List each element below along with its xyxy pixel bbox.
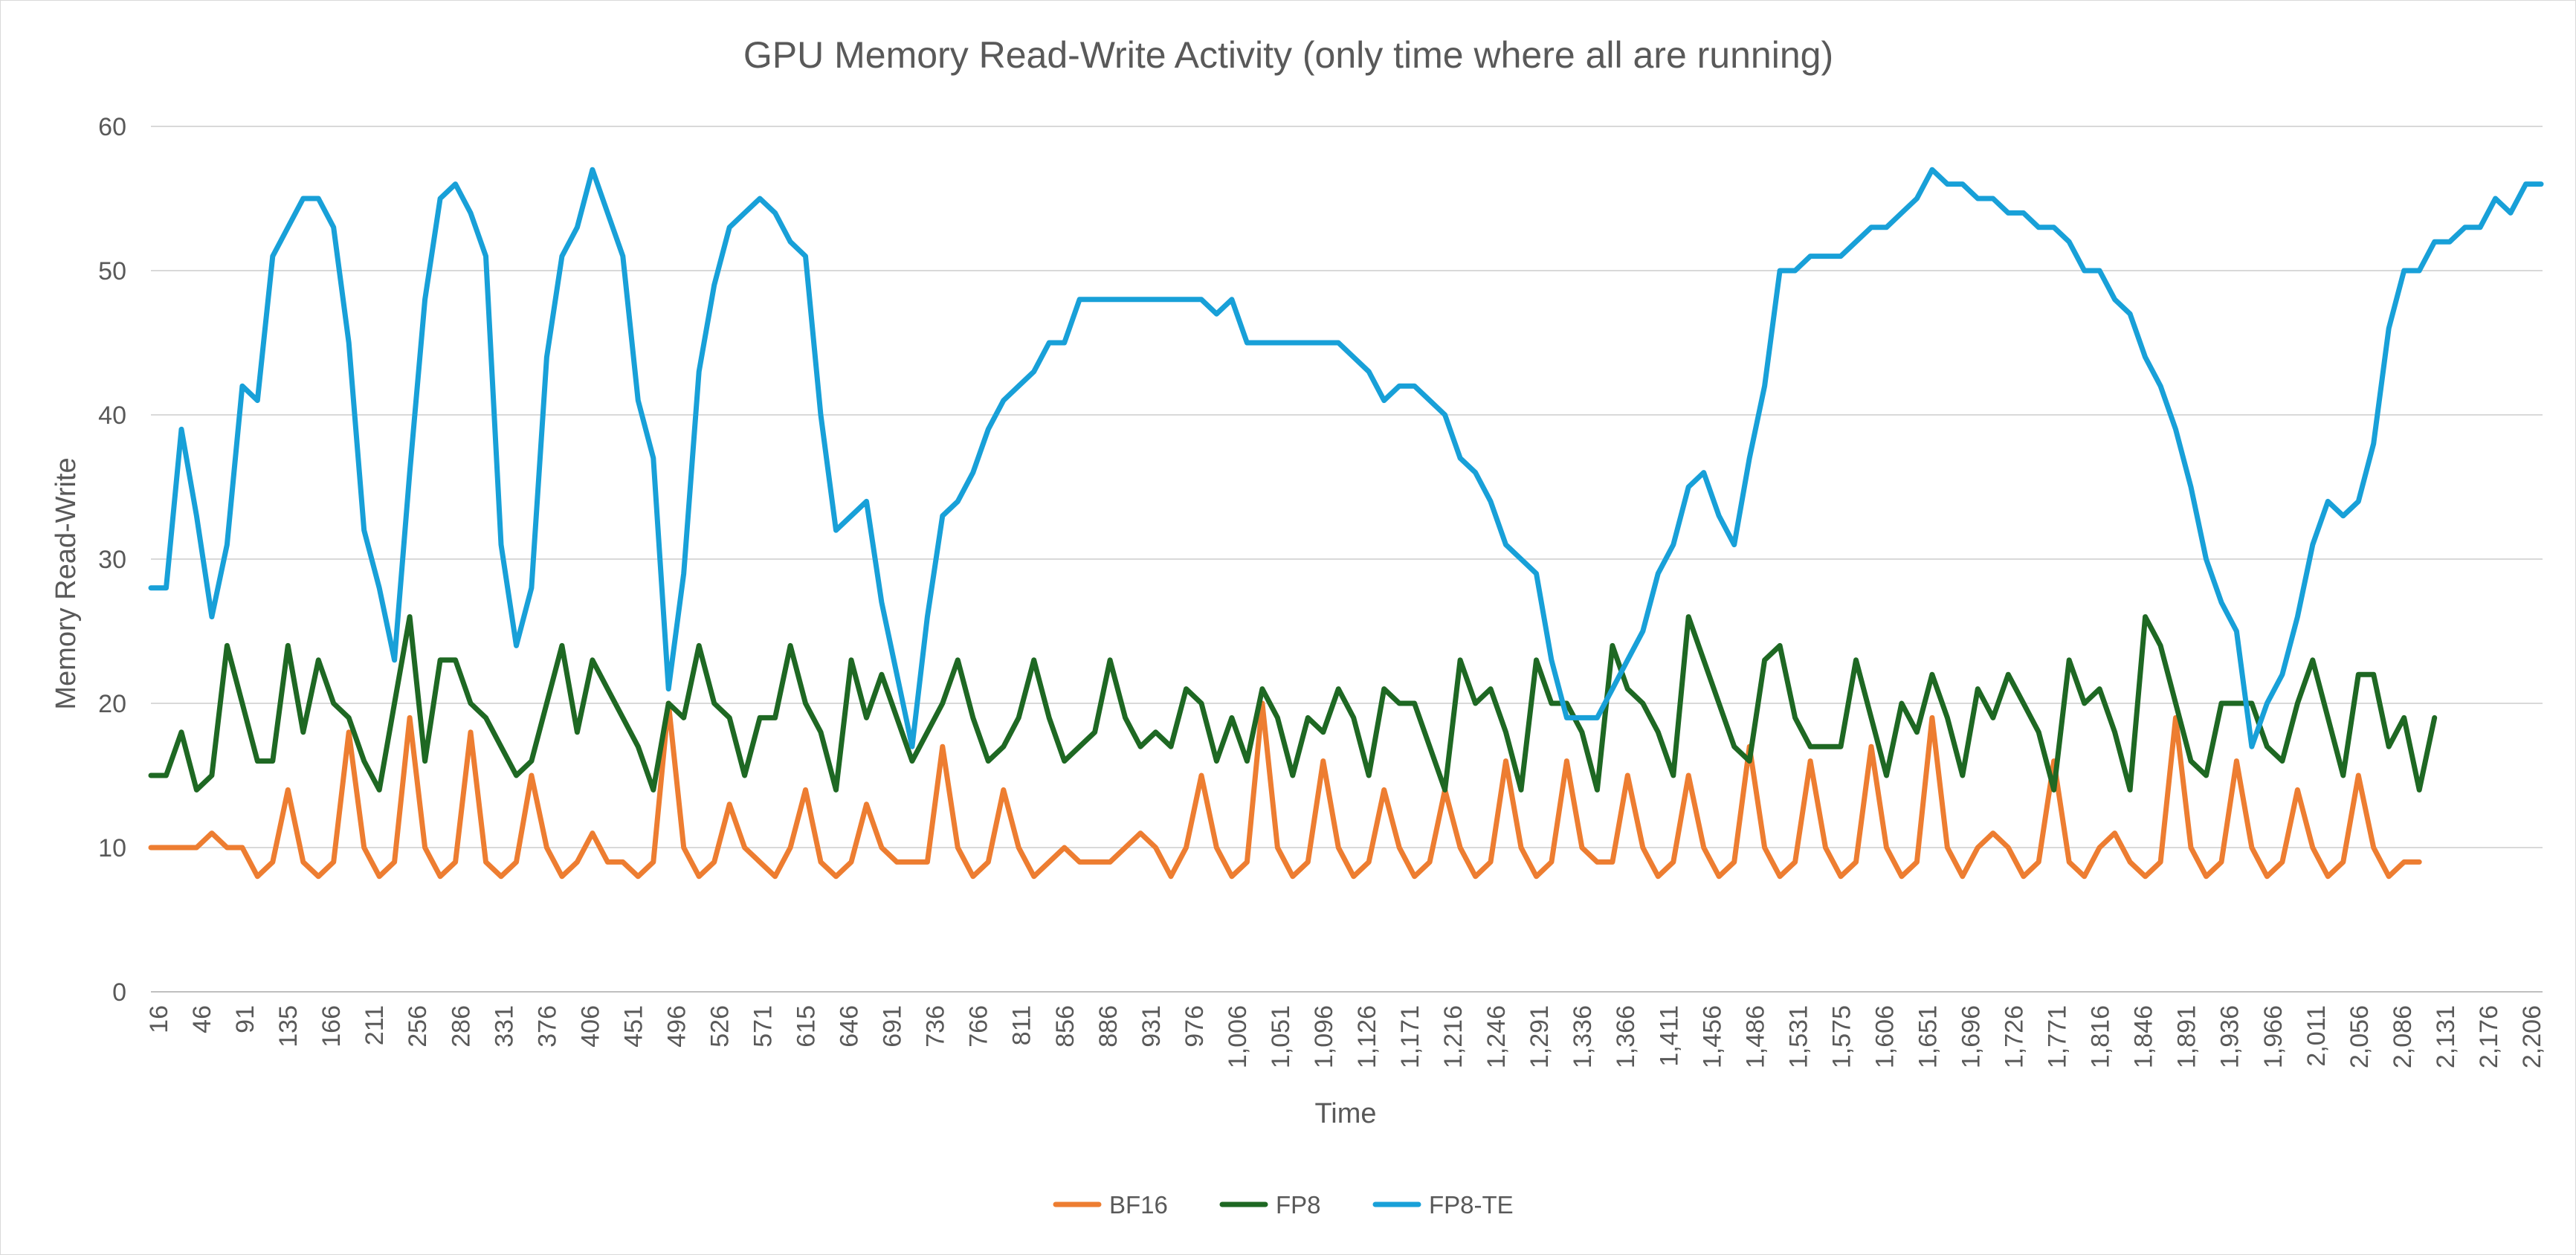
legend: BF16 FP8 FP8-TE [1053,1191,1514,1219]
x-tick-label: 2,011 [2302,1005,2331,1067]
x-tick-label: 166 [317,1005,346,1048]
y-tick-label: 10 [98,834,126,862]
x-tick-label: 1,936 [2216,1005,2244,1068]
x-tick-label: 1,696 [1957,1005,1986,1068]
x-tick-label: 736 [922,1005,950,1048]
series-line-bf16 [148,700,2422,880]
y-tick-label: 30 [98,546,126,574]
x-tick-label: 1,126 [1353,1005,1381,1068]
legend-item-bf16: BF16 [1053,1191,1168,1219]
series-line-fp8-te [148,167,2544,749]
x-axis-ticks: 16 46 91 135 166 211 256 286 331 376 406 451 496 526 5… [145,1005,2546,1068]
y-tick-label: 20 [98,690,126,718]
x-tick-label: 135 [274,1005,303,1048]
x-tick-label: 1,456 [1698,1005,1726,1068]
y-axis-title: Memory Read-Write [51,457,82,709]
legend-item-fp8: FP8 [1219,1191,1321,1219]
y-tick-label: 50 [98,257,126,285]
x-tick-label: 646 [836,1005,864,1048]
x-tick-label: 1,336 [1569,1005,1597,1068]
y-tick-label: 0 [112,978,126,1007]
x-tick-label: 1,771 [2044,1005,2072,1068]
x-tick-label: 2,086 [2389,1005,2417,1068]
x-tick-label: 1,171 [1396,1005,1424,1068]
x-tick-label: 211 [361,1005,389,1045]
x-tick-label: 256 [404,1005,432,1048]
x-tick-label: 691 [879,1005,907,1048]
x-tick-label: 2,131 [2432,1005,2460,1068]
x-tick-label: 331 [490,1005,518,1048]
legend-label: FP8 [1276,1191,1321,1219]
x-tick-label: 2,056 [2346,1005,2374,1068]
y-tick-label: 60 [98,113,126,141]
x-tick-label: 451 [619,1005,648,1048]
x-tick-label: 1,575 [1827,1005,1856,1068]
x-tick-label: 2,206 [2518,1005,2546,1068]
x-tick-label: 1,966 [2259,1005,2288,1068]
x-tick-label: 931 [1137,1005,1166,1048]
x-tick-label: 1,096 [1310,1005,1338,1068]
legend-item-fp8-te: FP8-TE [1372,1191,1514,1219]
x-tick-label: 1,486 [1741,1005,1769,1068]
x-tick-label: 1,006 [1224,1005,1252,1068]
x-tick-label: 1,531 [1784,1005,1812,1068]
x-tick-label: 976 [1181,1005,1209,1048]
x-tick-label: 526 [706,1005,734,1048]
x-tick-label: 886 [1094,1005,1123,1048]
y-tick-label: 40 [98,401,126,430]
x-tick-label: 766 [965,1005,993,1048]
y-axis-ticks: 0 10 20 30 40 50 60 [98,113,126,1007]
x-tick-label: 406 [576,1005,604,1048]
x-tick-label: 811 [1008,1005,1036,1045]
x-tick-label: 16 [145,1005,173,1033]
x-tick-label: 1,726 [2001,1005,2029,1068]
x-tick-label: 615 [793,1005,821,1048]
x-tick-label: 1,216 [1439,1005,1468,1068]
x-tick-label: 1,051 [1267,1005,1295,1068]
x-tick-label: 2,176 [2475,1005,2503,1068]
x-tick-label: 856 [1051,1005,1079,1048]
x-tick-label: 376 [533,1005,561,1048]
x-tick-label: 1,816 [2087,1005,2115,1068]
x-tick-label: 286 [447,1005,475,1048]
x-tick-label: 1,411 [1655,1005,1683,1067]
legend-label: FP8-TE [1429,1191,1514,1219]
series-lines [148,167,2544,880]
x-tick-label: 496 [662,1005,691,1048]
x-tick-label: 571 [749,1005,778,1048]
x-tick-label: 1,891 [2173,1005,2201,1068]
x-axis-title: Time [1314,1098,1376,1129]
x-tick-label: 46 [188,1005,216,1033]
x-tick-label: 1,606 [1870,1005,1899,1068]
x-tick-label: 1,246 [1482,1005,1511,1068]
x-tick-label: 1,291 [1526,1005,1554,1068]
x-tick-label: 1,366 [1612,1005,1640,1068]
legend-label: BF16 [1109,1191,1168,1219]
x-tick-label: 1,846 [2130,1005,2158,1068]
x-tick-label: 1,651 [1914,1005,1942,1068]
series-line-fp8 [148,614,2438,793]
chart-title: GPU Memory Read-Write Activity (only tim… [743,34,1833,76]
x-tick-label: 91 [231,1005,259,1033]
